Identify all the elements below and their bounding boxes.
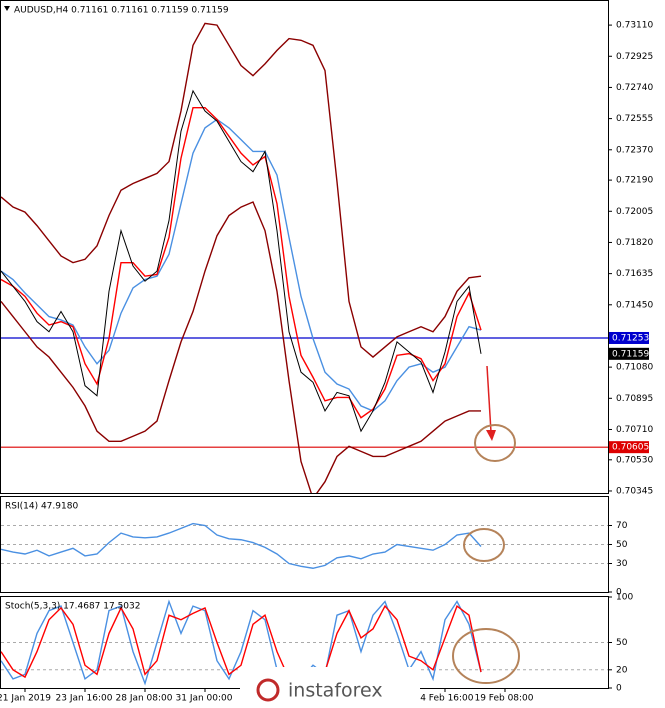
y-tick-label: 100 (616, 593, 633, 603)
y-tick-label: 0.71820 (616, 238, 653, 248)
series-line (1, 604, 482, 682)
price-tag (609, 347, 649, 360)
price-tag-label: 0.71253 (612, 333, 649, 343)
y-tick-label: 50 (616, 540, 628, 550)
watermark-logo (256, 678, 280, 702)
x-tick-label: 23 Jan 16:00 (56, 694, 113, 704)
x-tick-label: 14 Feb 16:00 (414, 694, 473, 704)
x-tick-label: 19 Feb 08:00 (474, 694, 533, 704)
price-tag (609, 331, 649, 344)
y-tick-label: 0.70895 (616, 394, 653, 404)
y-tick-label: 0.72190 (616, 176, 653, 186)
y-tick-label: 0.71080 (616, 363, 653, 373)
panel-title: RSI(14) 47.9180 (5, 502, 78, 512)
price-tag (609, 441, 649, 454)
y-tick-label: 0.73110 (616, 21, 653, 31)
x-tick-label: 31 Jan 00:00 (176, 694, 233, 704)
stoch-circle (452, 628, 520, 684)
watermark: instaforex (288, 680, 383, 702)
y-tick-label: 0.70710 (616, 425, 653, 435)
rsi-circle (463, 528, 505, 562)
plot (1, 599, 608, 686)
target-circle (474, 424, 516, 462)
series-line (1, 106, 482, 419)
series-line (1, 201, 481, 493)
price-panel (0, 0, 609, 494)
arrow-head (486, 430, 496, 441)
y-tick-label: 0.70345 (616, 486, 653, 496)
arrow (486, 365, 492, 433)
y-tick-label: 0.72370 (616, 145, 653, 155)
series-line (1, 89, 482, 433)
y-tick-label: 0 (616, 588, 622, 598)
series-line (1, 599, 482, 686)
price-tag-label: 0.70605 (612, 443, 649, 453)
series-line (1, 118, 482, 412)
y-tick-label: 70 (616, 521, 628, 531)
y-tick-label: 0.72005 (616, 207, 653, 217)
annotations (452, 365, 520, 684)
y-tick-label: 50 (616, 638, 628, 648)
y-tick-label: 0.71635 (616, 269, 653, 279)
y-tick-label: 20 (616, 665, 628, 675)
y-tick-label: 0.72925 (616, 52, 653, 62)
y-tick-label: 0.71450 (616, 300, 653, 310)
y-tick-label: 0.72555 (616, 114, 653, 124)
series-line (1, 522, 482, 569)
plot (1, 522, 608, 569)
panel-title: AUDUSD,H4 0.71161 0.71161 0.71159 0.7115… (14, 6, 229, 16)
x-tick-label: 28 Jan 08:00 (116, 694, 173, 704)
title-marker (4, 6, 10, 11)
y-tick-label: 0 (616, 684, 622, 694)
y-tick-label: 30 (616, 559, 628, 569)
plot (1, 22, 608, 493)
y-tick-label: 0.72740 (616, 83, 653, 93)
y-tick-label: 0.70530 (616, 455, 653, 465)
panel-title: Stoch(5,3,3) 17.4687 17.5032 (5, 602, 140, 612)
x-tick-label: 21 Jan 2019 (0, 694, 51, 704)
series-line (1, 22, 482, 358)
price-tag-label: 0.71159 (612, 349, 649, 359)
